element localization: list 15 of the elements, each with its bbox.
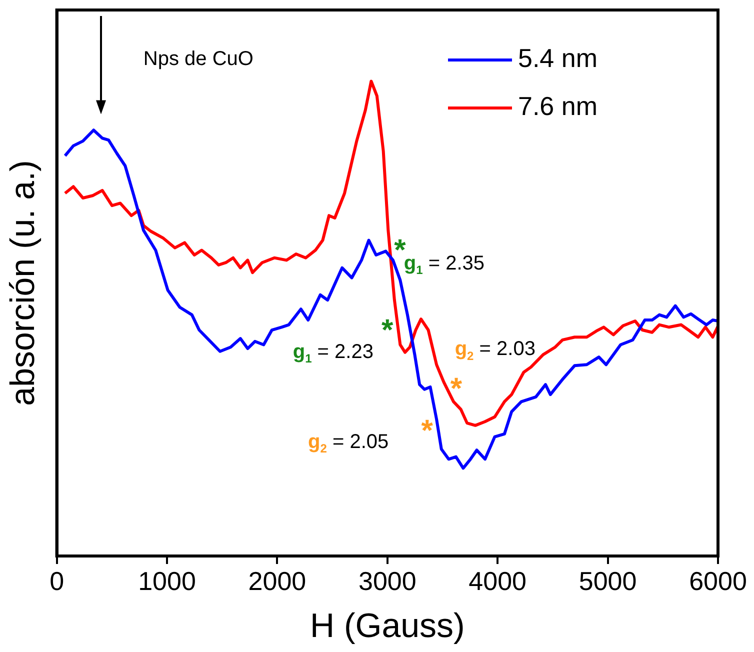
x-tick-label: 3000: [358, 566, 416, 596]
x-tick-label: 0: [50, 566, 64, 596]
y-axis-title: absorción (u. a.): [4, 160, 42, 406]
x-tick-label: 2000: [248, 566, 306, 596]
annotation: *: [421, 414, 434, 448]
text: Nps de CuO: [143, 48, 254, 70]
legend-label: 5.4 nm: [518, 43, 598, 74]
annotation: *: [382, 314, 394, 348]
x-tick-label: 6000: [689, 566, 747, 596]
legend-label: 7.6 nm: [518, 91, 598, 122]
annotation: *: [450, 372, 462, 406]
x-tick-label: 4000: [468, 566, 527, 596]
x-tick-label: 5000: [578, 566, 637, 596]
x-tick-label: 1000: [138, 566, 196, 596]
x-axis-title: H (Gauss): [310, 606, 465, 645]
